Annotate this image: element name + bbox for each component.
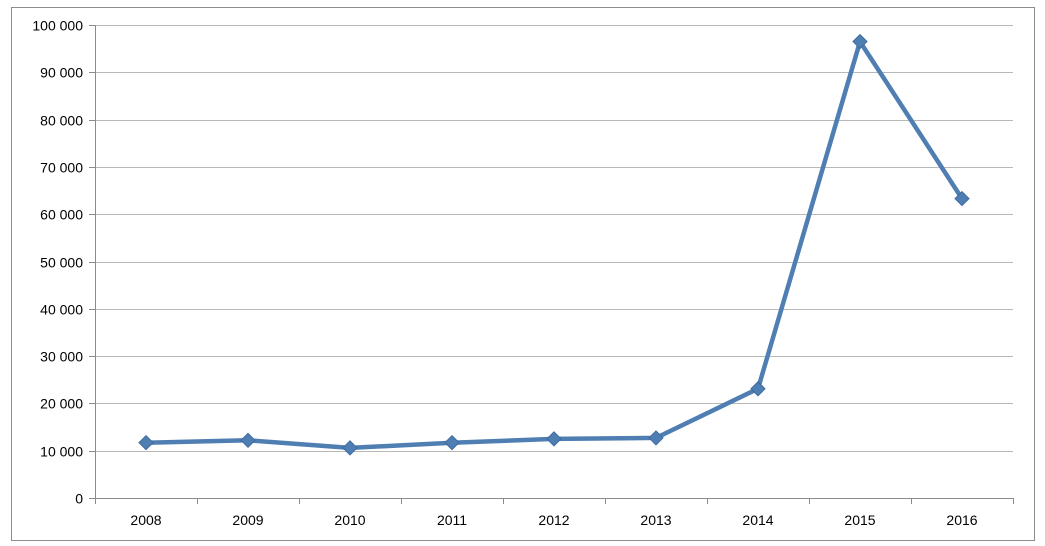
gridlines (95, 25, 1013, 452)
data-point-marker (138, 434, 154, 451)
data-point-marker (342, 440, 358, 456)
y-axis-tick-labels: 0 10 000 20 000 30 000 40 000 50 000 60 000 70 … (32, 18, 83, 507)
x-tick-label: 2013 (640, 512, 671, 528)
y-tick-label: 50 000 (40, 255, 83, 271)
data-point-marker (648, 430, 664, 446)
x-tick-label: 2009 (232, 512, 263, 528)
y-tick-label: 30 000 (40, 349, 83, 365)
y-tick-label: 100 000 (32, 18, 83, 34)
data-point-marker (444, 434, 460, 451)
y-tick-label: 0 (75, 491, 83, 507)
x-tick-label: 2012 (538, 512, 569, 528)
y-tick-label: 60 000 (40, 207, 83, 223)
data-point-marker (954, 190, 970, 207)
y-tick-label: 20 000 (40, 396, 83, 412)
data-point-marker (546, 431, 562, 447)
axes (89, 25, 1014, 504)
data-point-marker (240, 432, 256, 449)
x-tick-label: 2011 (437, 512, 467, 528)
x-tick-label: 2010 (334, 512, 365, 528)
x-tick-label: 2014 (742, 512, 773, 528)
y-tick-label: 70 000 (40, 160, 83, 176)
x-axis-tick-labels: 2008 2009 2010 2011 2012 2013 2014 2015 2016 (130, 512, 977, 528)
data-point-marker (750, 381, 766, 397)
x-tick-label: 2016 (946, 512, 977, 528)
chart-border (11, 7, 1035, 541)
y-tick-label: 90 000 (40, 65, 83, 81)
x-tick-label: 2008 (130, 512, 161, 528)
y-tick-label: 40 000 (40, 302, 83, 318)
data-series (138, 33, 970, 456)
data-point-marker (852, 33, 868, 50)
x-tick-label: 2015 (844, 512, 875, 528)
y-tick-label: 10 000 (40, 444, 83, 460)
y-tick-label: 80 000 (40, 113, 83, 129)
